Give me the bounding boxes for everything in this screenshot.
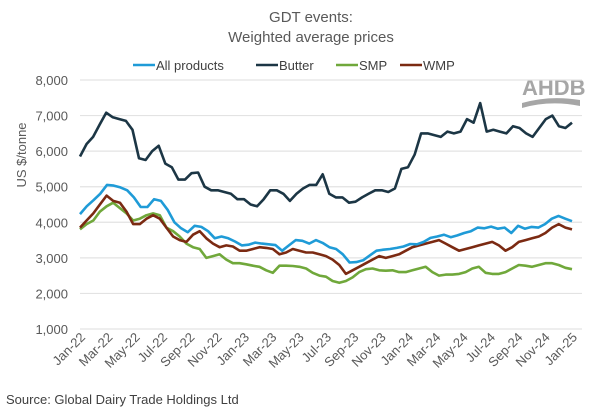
legend-label: SMP [359,58,387,73]
y-tick-label: 5,000 [35,180,68,195]
y-tick-label: 3,000 [35,251,68,266]
series-line-butter [78,101,573,208]
series-line-wmp [79,194,573,276]
source-note: Source: Global Dairy Trade Holdings Ltd [6,392,239,407]
y-tick-label: 4,000 [35,215,68,230]
legend-label: All products [156,58,224,73]
legend: All products Butter SMP WMP [133,58,455,73]
logo-swoosh-icon [522,98,580,108]
legend-item-butter: Butter [256,58,314,73]
y-axis-label: US $/tonne [14,122,29,187]
legend-label: WMP [423,58,455,73]
legend-item-all-products: All products [133,58,224,73]
chart-subtitle: Weighted average prices [228,29,394,46]
legend-label: Butter [279,58,314,73]
legend-item-wmp: WMP [400,58,455,73]
y-tick-label: 2,000 [35,286,68,301]
legend-item-smp: SMP [336,58,387,73]
series-line-smp [79,201,573,285]
y-tick-label: 7,000 [35,109,68,124]
series-line-all-products [79,183,573,264]
y-tick-label: 6,000 [35,144,68,159]
y-tick-label: 8,000 [35,73,68,88]
chart-title: GDT events: [269,9,353,26]
logo-text: AHDB [522,75,586,100]
y-tick-label: 1,000 [35,322,68,337]
ahdb-logo: AHDB [522,75,586,108]
